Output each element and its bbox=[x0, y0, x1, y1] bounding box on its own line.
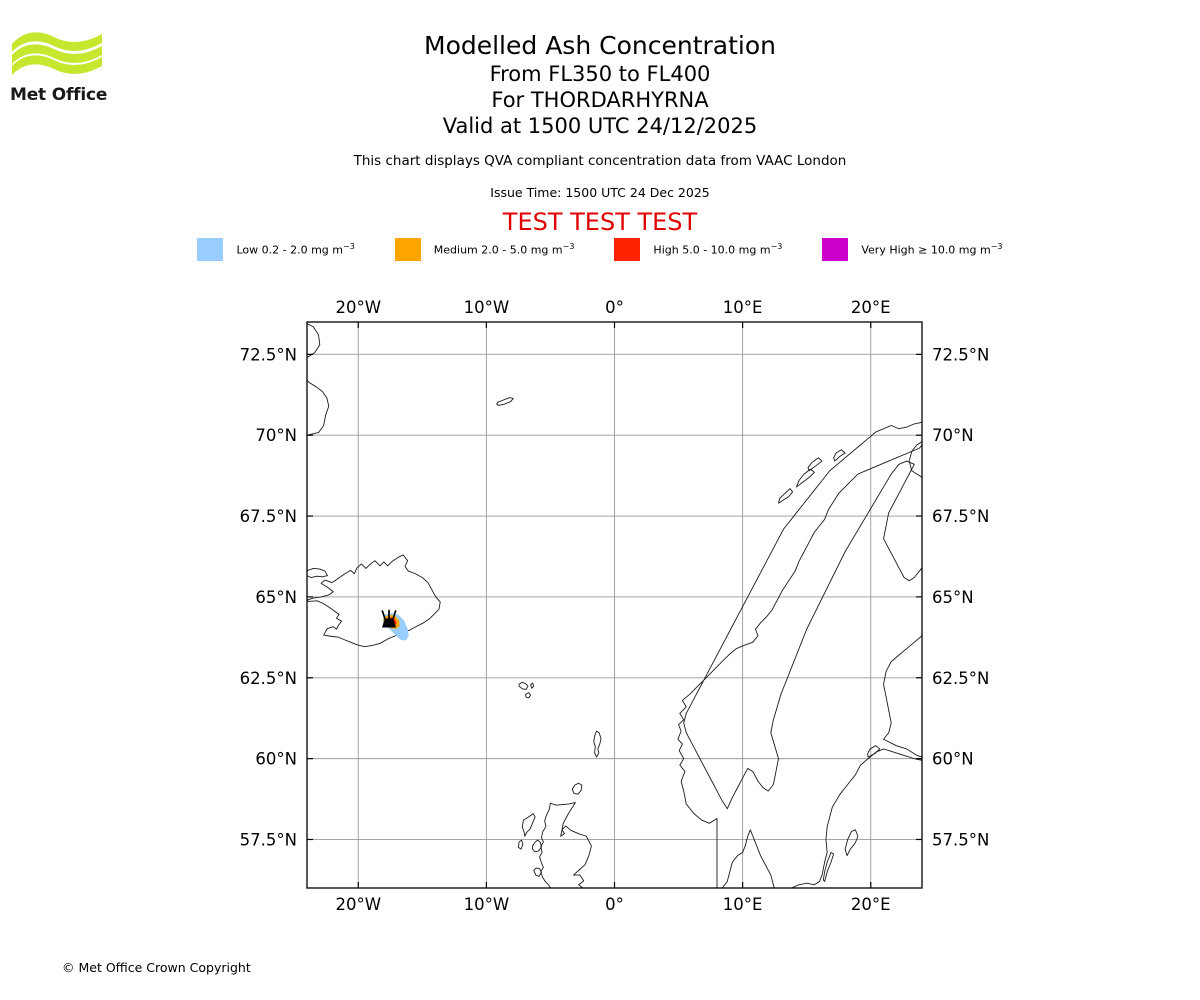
coastline-mull bbox=[533, 867, 542, 877]
map-coastlines bbox=[307, 290, 922, 930]
volcano-icon bbox=[382, 618, 396, 628]
legend-label-medium: Medium 2.0 - 5.0 mg m−3 bbox=[433, 242, 575, 257]
map-tick-labels: 20°W 20°W 10°W 10°W 0° 0° 10°E 10°E 20°E 20°E 57.5… bbox=[240, 298, 990, 914]
ytick-right-72.5: 72.5°N bbox=[932, 345, 989, 364]
coastline-vesteralen bbox=[807, 457, 823, 472]
legend-swatch-very-high bbox=[822, 238, 849, 261]
xtick-top-20: 20°E bbox=[851, 298, 891, 317]
test-banner: TEST TEST TEST bbox=[502, 208, 698, 236]
legend-label-exponent: −3 bbox=[342, 242, 355, 252]
coastline-scandinavia bbox=[677, 421, 922, 888]
coastline-gotland bbox=[844, 829, 859, 857]
coastline-faroe-3 bbox=[530, 682, 535, 689]
subtitle-flight-levels: From FL350 to FL400 bbox=[489, 62, 711, 86]
ytick-right-60: 60°N bbox=[932, 750, 974, 769]
ytick-left-70: 70°N bbox=[255, 426, 297, 445]
coastline-iceland-vestfirdir-inlet bbox=[307, 568, 328, 578]
xtick-bottom-10: 10°E bbox=[723, 895, 763, 914]
xtick-top-0: 0° bbox=[605, 298, 624, 317]
concentration-legend: Low 0.2 - 2.0 mg m−3 Medium 2.0 - 5.0 mg … bbox=[0, 238, 1200, 261]
xtick-bottom-0: 0° bbox=[605, 895, 624, 914]
chart-header: Modelled Ash Concentration From FL350 to… bbox=[0, 0, 1200, 237]
legend-item-very-high: Very High ≥ 10.0 mg m−3 bbox=[822, 238, 1003, 261]
coastline-orkney bbox=[571, 782, 583, 795]
coastline-outer-hebrides-1 bbox=[521, 813, 536, 837]
coastline-senja bbox=[833, 449, 846, 462]
coastline-islay bbox=[533, 890, 538, 898]
coastline-jan-mayen bbox=[496, 397, 514, 406]
legend-label-exponent: −3 bbox=[990, 242, 1003, 252]
legend-item-high: High 5.0 - 10.0 mg m−3 bbox=[614, 238, 782, 261]
ytick-left-72.5: 72.5°N bbox=[240, 345, 297, 364]
page-title: Modelled Ash Concentration bbox=[424, 31, 776, 60]
coastline-shetland bbox=[593, 730, 602, 758]
legend-swatch-medium bbox=[394, 238, 421, 261]
issue-time: Issue Time: 1500 UTC 24 Dec 2025 bbox=[490, 185, 710, 200]
ytick-right-62.5: 62.5°N bbox=[932, 669, 989, 688]
met-office-logo: Met Office bbox=[10, 25, 125, 115]
volcano-plume-right-icon bbox=[392, 610, 397, 620]
ytick-left-67.5: 67.5°N bbox=[240, 507, 297, 526]
coastline-britain bbox=[539, 802, 592, 888]
volcano-plume-left-icon bbox=[381, 610, 386, 620]
subtitle-valid-time: Valid at 1500 UTC 24/12/2025 bbox=[442, 114, 758, 138]
legend-label-very-high: Very High ≥ 10.0 mg m−3 bbox=[861, 242, 1003, 257]
legend-item-low: Low 0.2 - 2.0 mg m−3 bbox=[197, 238, 355, 261]
coastline-bear-island bbox=[858, 290, 862, 296]
coastline-ireland bbox=[484, 912, 544, 930]
legend-label-exponent: −3 bbox=[562, 242, 575, 252]
coastline-greenland-east bbox=[307, 379, 330, 436]
legend-item-medium: Medium 2.0 - 5.0 mg m−3 bbox=[394, 238, 575, 261]
legend-label-low: Low 0.2 - 2.0 mg m−3 bbox=[236, 242, 355, 257]
ytick-left-62.5: 62.5°N bbox=[240, 669, 297, 688]
coastline-skye bbox=[532, 839, 542, 853]
map-gridlines bbox=[307, 322, 922, 888]
coastline-faroe-1 bbox=[518, 681, 529, 690]
met-office-waves-logo-icon bbox=[12, 32, 102, 75]
coastline-greenland-top bbox=[307, 323, 321, 359]
coastline-lofoten-2 bbox=[795, 468, 815, 488]
ytick-left-60: 60°N bbox=[255, 750, 297, 769]
xtick-bottom--10: 10°W bbox=[464, 895, 510, 914]
ytick-right-65: 65°N bbox=[932, 588, 974, 607]
legend-label-exponent: −3 bbox=[770, 242, 783, 252]
legend-swatch-high bbox=[614, 238, 641, 261]
volcano-marker bbox=[381, 609, 397, 628]
coastline-oland bbox=[822, 851, 835, 882]
xtick-top--10: 10°W bbox=[464, 298, 510, 317]
legend-swatch-low bbox=[197, 238, 224, 261]
ytick-left-65: 65°N bbox=[255, 588, 297, 607]
map-container: 20°W 20°W 10°W 10°W 0° 0° 10°E 10°E 20°E 20°E 57.5… bbox=[0, 280, 1200, 930]
coastline-lofoten-1 bbox=[778, 488, 794, 504]
coastline-kola bbox=[908, 441, 922, 478]
xtick-top--20: 20°W bbox=[335, 298, 381, 317]
xtick-bottom-20: 20°E bbox=[851, 895, 891, 914]
ash-concentration-map: 20°W 20°W 10°W 10°W 0° 0° 10°E 10°E 20°E 20°E 57.5… bbox=[240, 290, 990, 930]
ytick-right-67.5: 67.5°N bbox=[932, 507, 989, 526]
legend-label-high: High 5.0 - 10.0 mg m−3 bbox=[653, 242, 783, 257]
met-office-logo-text: Met Office bbox=[10, 85, 108, 105]
chart-note: This chart displays QVA compliant concen… bbox=[353, 153, 847, 169]
copyright-text: © Met Office Crown Copyright bbox=[62, 960, 251, 975]
coastline-outer-hebrides-2 bbox=[517, 839, 524, 850]
ytick-left-57.5: 57.5°N bbox=[240, 830, 297, 849]
ytick-right-70: 70°N bbox=[932, 426, 974, 445]
ytick-right-57.5: 57.5°N bbox=[932, 830, 989, 849]
coastline-faroe-2 bbox=[525, 692, 532, 699]
coastline-aland bbox=[867, 745, 881, 758]
subtitle-volcano-name: For THORDARHYRNA bbox=[491, 88, 709, 112]
xtick-top-10: 10°E bbox=[723, 298, 763, 317]
map-ticks bbox=[307, 322, 922, 888]
xtick-bottom--20: 20°W bbox=[335, 895, 381, 914]
